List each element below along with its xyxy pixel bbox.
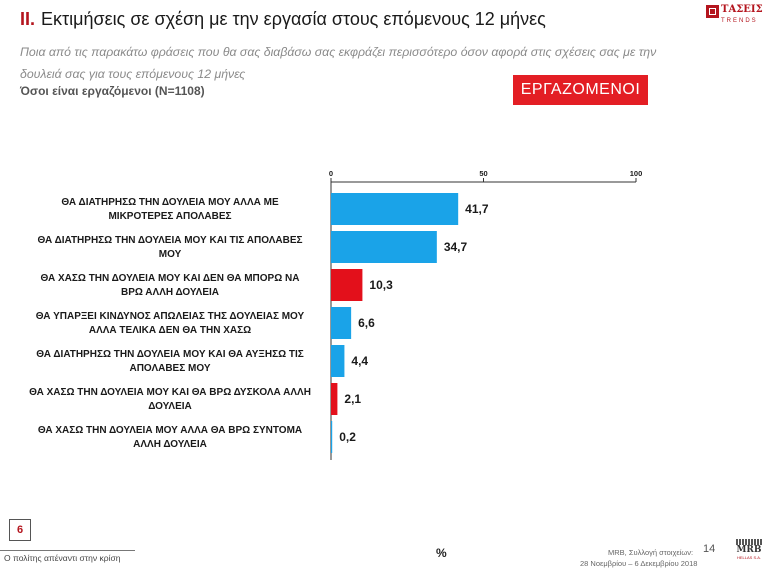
bar	[331, 269, 363, 301]
footer-source: MRB, Συλλογή στοιχείων:	[608, 548, 694, 557]
bar	[331, 307, 352, 339]
section-number: II.	[20, 9, 36, 29]
logo-mark-icon	[706, 5, 719, 18]
category-label: ΘΑ ΔΙΑΤΗΡΗΣΩ ΤΗΝ ΔΟΥΛΕΙΑ ΜΟΥ ΚΑΙ ΤΙΣ ΑΠΟ…	[37, 235, 302, 260]
footer-percent: %	[436, 546, 447, 560]
bar	[331, 231, 437, 263]
mrb-bars-icon	[736, 539, 762, 545]
bar-chart: 0 50 100 41,7 ΘΑ ΔΙΑΤΗΡΗΣΩ ΤΗΝ ΔΟΥΛΕΙΑ ΜΟΥ Α…	[29, 170, 643, 460]
bar	[331, 193, 459, 225]
category-label: ΘΑ ΧΑΣΩ ΤΗΝ ΔΟΥΛΕΙΑ ΜΟΥ ΚΑΙ ΔΕΝ ΘΑ ΜΠΟΡΩ…	[41, 273, 300, 298]
category-label: ΘΑ ΔΙΑΤΗΡΗΣΩ ΤΗΝ ΔΟΥΛΕΙΑ ΜΟΥ ΚΑΙ ΘΑ ΑΥΞΗ…	[36, 349, 304, 374]
page-title: II. Εκτιμήσεις σε σχέση με την εργασία στ…	[20, 9, 546, 30]
x-tick-label: 100	[630, 170, 643, 178]
mrb-logo-sub: HELLAS S.A.	[736, 555, 761, 560]
bar	[331, 383, 338, 415]
question-text: Ποια από τις παρακάτω φράσεις που θα σας…	[20, 45, 657, 81]
tasis-logo: ΤΑΣΕΙΣ TRENDS	[706, 4, 763, 31]
data-label: 2,1	[344, 392, 361, 406]
footer-divider	[0, 550, 135, 551]
footer-left-text: Ο πολίτης απέναντι στην κρίση	[4, 553, 121, 563]
page-box: 6	[9, 519, 31, 541]
segment-badge: ΕΡΓΑΖΟΜΕΝΟΙ	[513, 75, 648, 105]
category-label: ΘΑ ΔΙΑΤΗΡΗΣΩ ΤΗΝ ΔΟΥΛΕΙΑ ΜΟΥ ΑΛΛΑ ΜΕ ΜΙΚΡ…	[61, 197, 279, 222]
bar	[331, 421, 333, 453]
x-tick-label: 0	[329, 170, 333, 178]
data-label: 0,2	[339, 430, 356, 444]
data-label: 6,6	[358, 316, 375, 330]
mrb-logo-text: MRB	[736, 545, 762, 555]
footer-dates: 28 Νοεμβρίου – 6 Δεκεμβρίου 2018	[580, 559, 698, 568]
category-label: ΘΑ ΥΠΑΡΞΕΙ ΚΙΝΔΥΝΟΣ ΑΠΩΛΕΙΑΣ ΤΗΣ ΔΟΥΛΕΙΑ…	[36, 311, 305, 336]
mrb-logo: MRB HELLAS S.A.	[736, 539, 762, 569]
category-label: ΘΑ ΧΑΣΩ ΤΗΝ ΔΟΥΛΕΙΑ ΜΟΥ ΚΑΙ ΘΑ ΒΡΩ ΔΥΣΚΟ…	[29, 387, 311, 412]
base-text: Όσοι είναι εργαζόμενοι (N=1108)	[20, 84, 205, 98]
data-label: 34,7	[444, 240, 468, 254]
data-label: 41,7	[465, 202, 489, 216]
logo-sub: TRENDS	[721, 18, 758, 24]
x-tick-label: 50	[479, 170, 487, 178]
title-text: Εκτιμήσεις σε σχέση με την εργασία στους…	[41, 9, 546, 29]
bar	[331, 345, 345, 377]
footer-page-number: 14	[703, 543, 716, 555]
data-label: 10,3	[369, 278, 393, 292]
logo-brand: ΤΑΣΕΙΣ	[721, 4, 763, 15]
data-label: 4,4	[351, 354, 368, 368]
category-label: ΘΑ ΧΑΣΩ ΤΗΝ ΔΟΥΛΕΙΑ ΜΟΥ ΑΛΛΑ ΘΑ ΒΡΩ ΣΥΝΤ…	[38, 425, 302, 450]
